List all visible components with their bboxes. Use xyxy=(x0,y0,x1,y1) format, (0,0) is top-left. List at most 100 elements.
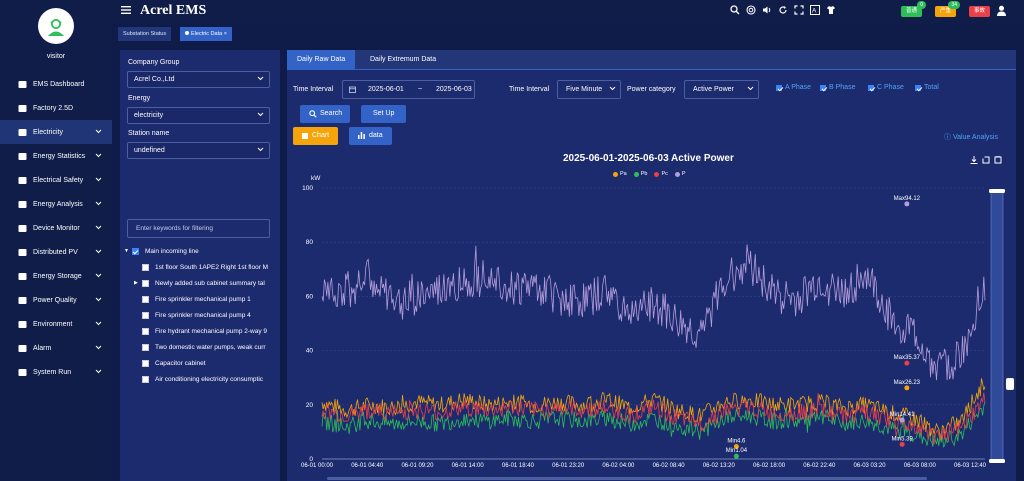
active-power-chart[interactable]: kW 0 20 40 60 80 100 06-01 00:00 06-01 04:40 06-0… xyxy=(287,50,1016,481)
restore-icon[interactable] xyxy=(994,156,1002,164)
legend-item[interactable]: Pc xyxy=(654,171,668,177)
checkbox-icon[interactable] xyxy=(142,295,149,303)
tree-item[interactable]: Fire hydrant mechanical pump 2-way 9 xyxy=(120,323,280,339)
setup-label: Set Up xyxy=(373,110,395,117)
checkbox-icon[interactable] xyxy=(142,279,149,287)
power-category-select[interactable]: Active Power xyxy=(684,80,759,99)
total-checkbox[interactable]: Total xyxy=(915,84,939,91)
data-label: data xyxy=(369,132,383,139)
tree-item[interactable]: Two domestic water pumps, weak curr xyxy=(120,339,280,355)
sidebar-item-ems-dashboard[interactable]: EMS Dashboard xyxy=(0,72,112,96)
checkbox-icon[interactable] xyxy=(142,375,149,383)
tree-item[interactable]: 1st floor South 1APE2 Right 1st floor M xyxy=(120,259,280,275)
fullscreen-icon[interactable] xyxy=(794,5,804,15)
tab-daily-raw-data[interactable]: Daily Raw Data xyxy=(287,50,356,70)
x-tick-label: 06-03 12:40 xyxy=(954,463,987,469)
legend-item[interactable]: P xyxy=(674,171,686,177)
zoom-slider-handle-top[interactable] xyxy=(989,189,1005,193)
translate-icon[interactable]: A xyxy=(810,5,820,15)
date-range-picker[interactable]: 2025-06-01 ~ 2025-06-03 xyxy=(342,80,475,99)
user-icon[interactable] xyxy=(996,5,1007,16)
sidebar-item-alarm[interactable]: Alarm xyxy=(0,336,112,360)
tree-item-label: Two domestic water pumps, weak curr xyxy=(155,343,266,351)
station-select[interactable]: undefined xyxy=(127,142,270,159)
sidebar-item-distributed-pv[interactable]: Distributed PV xyxy=(0,240,112,264)
search-button[interactable]: Search xyxy=(300,105,351,123)
data-button[interactable]: data xyxy=(349,127,392,145)
checkbox-icon[interactable] xyxy=(142,359,149,367)
setup-button[interactable]: Set Up xyxy=(361,105,407,123)
tab-daily-extremum-data[interactable]: Daily Extremum Data xyxy=(370,56,437,63)
tree-item[interactable]: Capacitor cabinet xyxy=(120,355,280,371)
value-analysis-label: Value Analysis xyxy=(952,134,998,141)
value-analysis-link[interactable]: ⓘ Value Analysis xyxy=(944,132,998,142)
tab-substation-status[interactable]: Substation Status xyxy=(118,27,172,41)
tab-electric-data[interactable]: Electric Data × xyxy=(180,27,232,41)
sidebar-item-electrical-safety[interactable]: Electrical Safety xyxy=(0,168,112,192)
bar-chart-icon xyxy=(358,132,365,139)
station-value: undefined xyxy=(134,147,165,154)
phase-a-checkbox[interactable]: A Phase xyxy=(776,84,811,91)
zoom-slider-handle-bottom[interactable] xyxy=(989,459,1005,463)
volume-icon[interactable] xyxy=(762,5,772,15)
alert-badge[interactable]: 普通 0 xyxy=(901,1,927,17)
checkbox-icon[interactable] xyxy=(142,327,149,335)
company-group-select[interactable]: Acrel Co.,Ltd xyxy=(127,71,270,88)
sidebar-item-energy-statistics[interactable]: Energy Statistics xyxy=(0,144,112,168)
dashboard-icon xyxy=(18,80,27,89)
chart-title: 2025-06-01-2025-06-03 Active Power xyxy=(563,153,734,164)
legend-item[interactable]: Pa xyxy=(613,171,627,177)
sidebar-item-environment[interactable]: Environment xyxy=(0,312,112,336)
theme-shirt-icon[interactable] xyxy=(826,5,836,15)
help-icon[interactable] xyxy=(746,5,756,15)
legend-item[interactable]: Pb xyxy=(633,171,647,177)
zoom-icon[interactable] xyxy=(982,156,990,164)
sidebar-item-system-run[interactable]: System Run xyxy=(0,360,112,384)
sidebar-item-power-quality[interactable]: Power Quality xyxy=(0,288,112,312)
sidebar-item-device-monitor[interactable]: Device Monitor xyxy=(0,216,112,240)
refresh-icon[interactable] xyxy=(778,5,788,15)
alert-badge[interactable]: 严重 34 xyxy=(935,1,961,17)
checkbox-icon[interactable] xyxy=(131,247,139,255)
search-icon[interactable] xyxy=(730,5,740,15)
zoom-slider-track[interactable] xyxy=(990,189,1004,463)
checkbox-icon[interactable] xyxy=(142,343,149,351)
alert-badge[interactable]: 事故 xyxy=(969,6,991,17)
horizontal-scrollbar[interactable] xyxy=(327,477,927,480)
chart-button[interactable]: Chart xyxy=(293,127,339,145)
sidebar-item-label: Energy Storage xyxy=(33,272,82,280)
sidebar-item-electricity[interactable]: Electricity xyxy=(0,120,112,144)
download-icon[interactable] xyxy=(970,156,978,164)
zoom-slider-grip[interactable] xyxy=(1006,378,1014,390)
y-tick-label: 20 xyxy=(306,402,314,409)
extremum-label: Max94.12 xyxy=(894,196,921,202)
interval-label: Time Interval xyxy=(509,86,550,93)
tree-item[interactable]: Fire sprinkler mechanical pump 1 xyxy=(120,291,280,307)
search-icon xyxy=(309,110,317,118)
avatar[interactable] xyxy=(38,8,74,44)
tree-item[interactable]: ▶ Newly added sub cabinet summary tal xyxy=(120,275,280,291)
phase-c-checkbox[interactable]: C Phase xyxy=(868,84,904,91)
interval-select[interactable]: Five Minute xyxy=(557,80,621,99)
menu-icon[interactable] xyxy=(121,5,131,15)
sidebar-item-energy-analysis[interactable]: Energy Analysis xyxy=(0,192,112,216)
phase-b-checkbox[interactable]: B Phase xyxy=(820,84,855,91)
tree-root[interactable]: ▼ Main incoming line xyxy=(120,243,280,259)
alert-count: 0 xyxy=(917,1,927,9)
main-panel: Daily Raw Data Daily Extremum Data Time … xyxy=(287,50,1016,481)
close-icon[interactable]: × xyxy=(223,31,227,37)
filter-input[interactable]: Enter keywords for filtering xyxy=(127,219,270,238)
sidebar-item-energy-storage[interactable]: Energy Storage xyxy=(0,264,112,288)
solar-icon xyxy=(18,248,27,257)
chevron-down-icon xyxy=(95,320,102,329)
sidebar-item-label: Alarm xyxy=(33,344,52,352)
tree-item[interactable]: Fire sprinkler mechanical pump 4 xyxy=(120,307,280,323)
tree-item[interactable]: Air conditioning electricity consumptic xyxy=(120,371,280,387)
checkbox-icon[interactable] xyxy=(142,311,149,319)
checkbox-icon[interactable] xyxy=(142,263,149,271)
y-tick-label: 80 xyxy=(306,239,314,246)
energy-select[interactable]: electricity xyxy=(127,107,270,124)
sidebar-item-factory-2-5d[interactable]: Factory 2.5D xyxy=(0,96,112,120)
series-line-p xyxy=(321,244,986,381)
username: visitor xyxy=(46,53,66,60)
